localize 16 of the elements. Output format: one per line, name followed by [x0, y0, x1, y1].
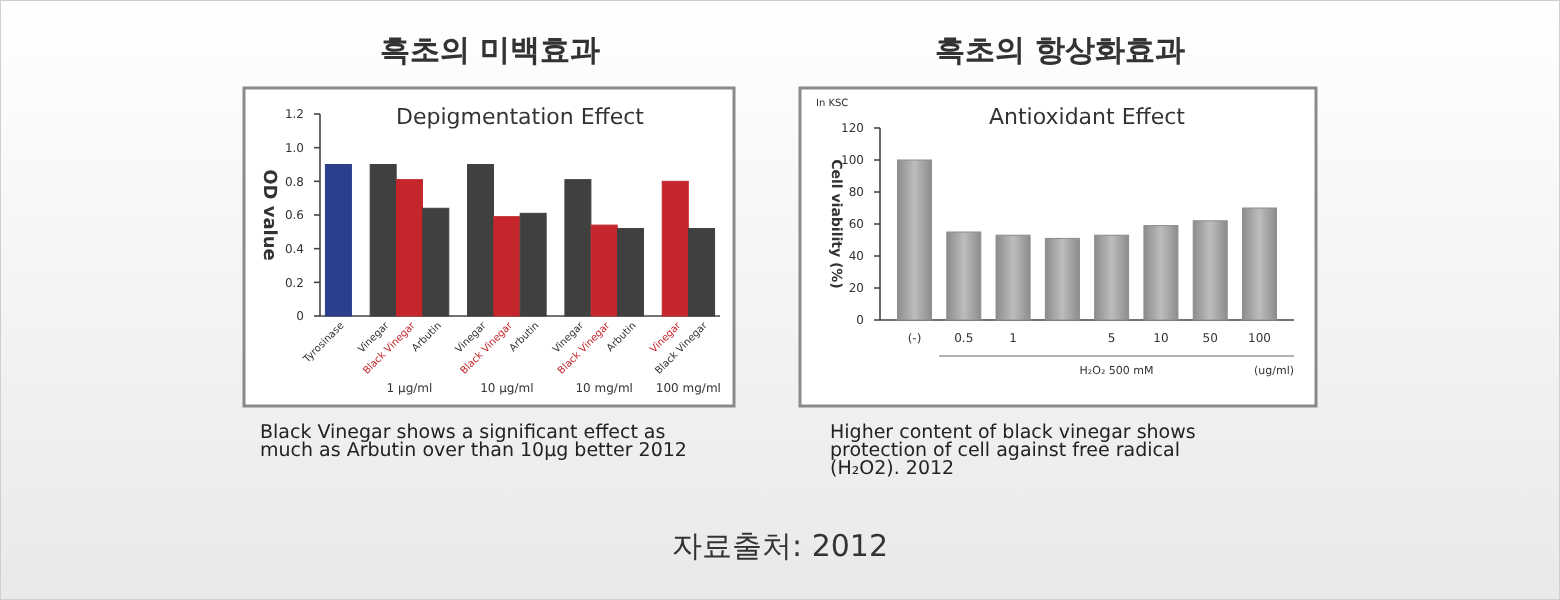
y-axis-title: OD value [258, 169, 278, 261]
bar [897, 159, 932, 321]
text: Higher content of black vinegar shows protection of cell against free radical (H₂O2). 2012 [830, 422, 1196, 480]
bar [1094, 234, 1130, 321]
bar [995, 234, 1031, 321]
chart-title: 흑초의 미백효과 [379, 32, 601, 68]
bar [1044, 237, 1080, 321]
text: 자료출처: 2012 [672, 528, 888, 564]
chart-subtitle: Antioxidant Effect [989, 104, 1187, 130]
text: Black Vinegar shows a significant effect as much as Arbutin over than 10μg better 2012 [260, 422, 687, 462]
chart-subtitle: Depigmentation Effect [396, 104, 646, 130]
bar [946, 231, 982, 321]
bar [1143, 225, 1179, 321]
bar [1192, 220, 1228, 321]
chart-title: 흑초의 항상화효과 [934, 32, 1186, 68]
bar [1242, 207, 1277, 321]
